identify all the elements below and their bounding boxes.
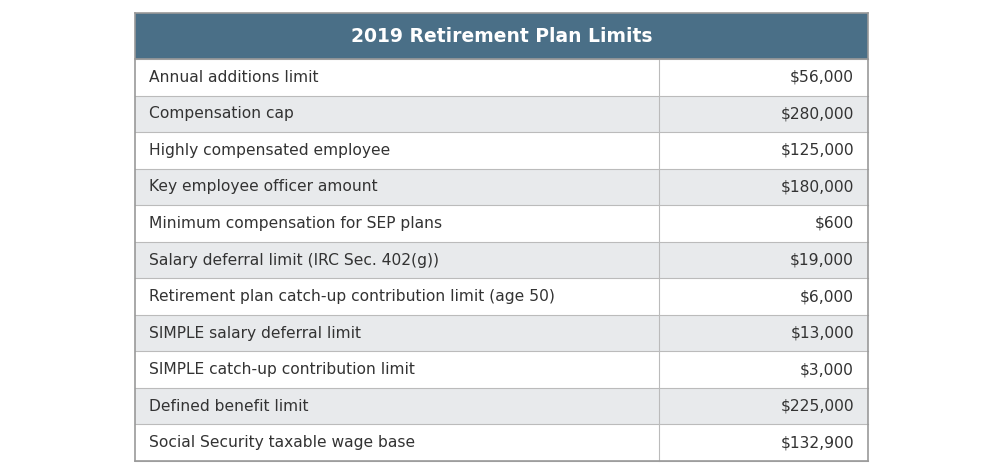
Text: Compensation cap: Compensation cap bbox=[149, 106, 294, 121]
Text: Retirement plan catch-up contribution limit (age 50): Retirement plan catch-up contribution li… bbox=[149, 289, 555, 304]
Text: $225,000: $225,000 bbox=[780, 399, 854, 414]
Bar bbox=[135, 132, 868, 169]
Text: Annual additions limit: Annual additions limit bbox=[149, 70, 318, 85]
Text: SIMPLE catch-up contribution limit: SIMPLE catch-up contribution limit bbox=[149, 362, 415, 377]
Bar bbox=[135, 96, 868, 132]
Text: $13,000: $13,000 bbox=[790, 326, 854, 341]
Text: $6,000: $6,000 bbox=[800, 289, 854, 304]
Bar bbox=[135, 169, 868, 205]
Text: 2019 Retirement Plan Limits: 2019 Retirement Plan Limits bbox=[351, 27, 652, 46]
Bar bbox=[135, 205, 868, 242]
Bar bbox=[135, 278, 868, 315]
Text: Social Security taxable wage base: Social Security taxable wage base bbox=[149, 435, 415, 450]
Text: $3,000: $3,000 bbox=[800, 362, 854, 377]
Text: SIMPLE salary deferral limit: SIMPLE salary deferral limit bbox=[149, 326, 361, 341]
Bar bbox=[135, 388, 868, 424]
Text: Highly compensated employee: Highly compensated employee bbox=[149, 143, 390, 158]
Text: $280,000: $280,000 bbox=[781, 106, 854, 121]
Text: Minimum compensation for SEP plans: Minimum compensation for SEP plans bbox=[149, 216, 442, 231]
Bar bbox=[135, 315, 868, 351]
Text: $125,000: $125,000 bbox=[780, 143, 854, 158]
Bar bbox=[135, 13, 868, 59]
Text: $180,000: $180,000 bbox=[781, 180, 854, 194]
Text: $56,000: $56,000 bbox=[790, 70, 854, 85]
Text: $600: $600 bbox=[815, 216, 854, 231]
Bar bbox=[135, 351, 868, 388]
Text: $132,900: $132,900 bbox=[780, 435, 854, 450]
Text: $19,000: $19,000 bbox=[790, 253, 854, 267]
Text: Key employee officer amount: Key employee officer amount bbox=[149, 180, 378, 194]
Bar bbox=[135, 424, 868, 461]
Bar bbox=[135, 59, 868, 96]
Text: Defined benefit limit: Defined benefit limit bbox=[149, 399, 308, 414]
Bar bbox=[135, 242, 868, 278]
Text: Salary deferral limit (IRC Sec. 402(g)): Salary deferral limit (IRC Sec. 402(g)) bbox=[149, 253, 439, 267]
